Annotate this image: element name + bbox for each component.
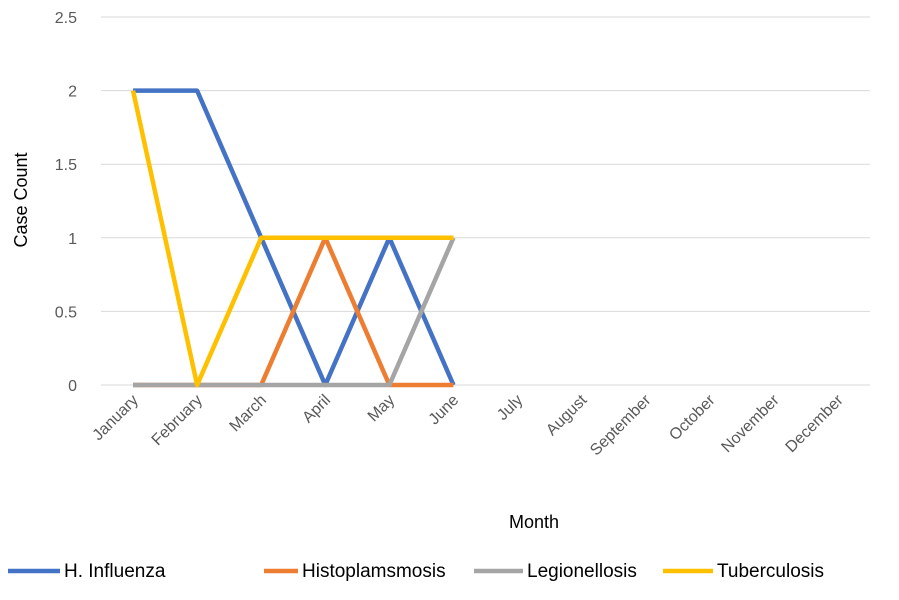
- x-tick-label: February: [149, 392, 206, 449]
- x-tick-label: January: [90, 392, 142, 444]
- gridlines: [101, 16, 870, 386]
- legend-label: Histoplamsmosis: [302, 561, 446, 582]
- y-tick-label: 0.5: [55, 304, 77, 321]
- y-tick-label: 1.5: [55, 157, 77, 174]
- y-axis-title: Case Count: [11, 152, 31, 247]
- x-tick-label: May: [365, 392, 398, 425]
- y-axis-ticks: 0 0.5 1 1.5 2 2.5: [55, 10, 77, 395]
- x-tick-label: August: [543, 391, 591, 439]
- series-line: [130, 90, 454, 388]
- x-tick-label: July: [494, 392, 526, 424]
- x-axis-ticks: January February March April May June July Augu…: [90, 391, 848, 459]
- legend-label: Tuberculosis: [717, 561, 824, 582]
- y-tick-label: 2.5: [55, 10, 77, 27]
- series-line: [133, 236, 456, 388]
- x-tick-label: September: [587, 391, 655, 459]
- y-tick-label: 1: [68, 231, 77, 248]
- x-tick-label: April: [299, 392, 334, 427]
- legend: H. Influenza Histoplamsmosis Legionellosis…: [8, 561, 824, 582]
- x-tick-label: December: [783, 391, 848, 456]
- x-tick-label: November: [718, 391, 783, 456]
- series-lines: [130, 88, 456, 388]
- x-tick-label: June: [426, 392, 463, 429]
- x-axis-title: Month: [509, 512, 559, 532]
- x-tick-label: October: [666, 391, 719, 444]
- y-tick-label: 0: [68, 378, 77, 395]
- x-tick-label: March: [227, 392, 270, 435]
- y-tick-label: 2: [68, 84, 77, 101]
- legend-label: Legionellosis: [527, 561, 637, 582]
- legend-label: H. Influenza: [64, 561, 166, 582]
